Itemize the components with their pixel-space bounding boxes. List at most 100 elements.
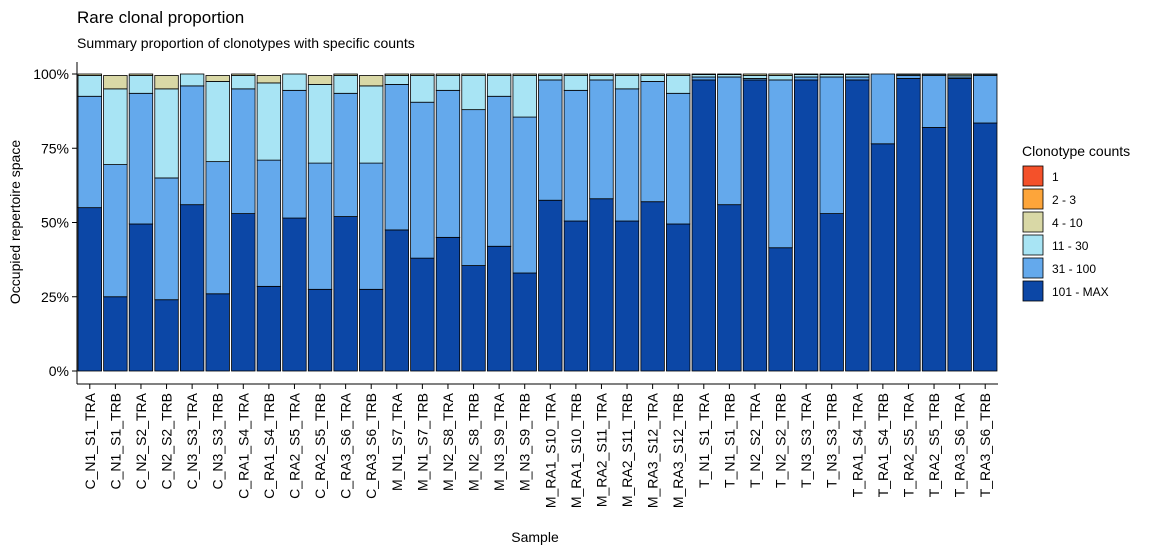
legend-swatch	[1023, 189, 1043, 209]
y-tick-label: 75%	[41, 140, 69, 156]
x-tick-label: M_N2_S8_TRA	[440, 392, 456, 491]
x-tick-label: C_N3_S3_TRA	[184, 392, 200, 489]
bar-segment	[129, 74, 153, 75]
bar-segment	[590, 74, 614, 75]
bar-segment	[104, 165, 128, 297]
bar-segment	[590, 80, 614, 199]
bar-segment	[794, 80, 818, 371]
bar-segment	[718, 205, 742, 371]
bar-segment	[641, 81, 665, 201]
chart-title: Rare clonal proportion	[77, 8, 244, 27]
bar-segment	[590, 75, 614, 79]
bar-segment	[436, 237, 460, 371]
bar-segment	[769, 248, 793, 371]
legend-entry: 101 - MAX	[1052, 285, 1109, 299]
bar-segment	[871, 144, 895, 371]
bar-segment	[385, 75, 409, 84]
bar-segment	[539, 74, 563, 75]
y-tick-label: 0%	[49, 363, 69, 379]
bar-segment	[948, 78, 972, 371]
bar-segment	[206, 162, 230, 294]
x-tick-label: M_N1_S7_TRA	[389, 392, 405, 491]
bar-segment	[206, 75, 230, 81]
bar-segment	[666, 74, 690, 75]
bar-segment	[539, 80, 563, 200]
x-tick-label: T_N2_S2_TRB	[773, 393, 789, 488]
x-tick-label: T_RA3_S6_TRA	[952, 392, 968, 497]
bar-segment	[564, 75, 588, 90]
x-tick-label: C_N1_S1_TRB	[107, 393, 123, 490]
bar-segment	[539, 200, 563, 371]
bar-segment	[794, 77, 818, 80]
bar-segment	[411, 75, 435, 102]
legend-entry: 31 - 100	[1052, 262, 1096, 276]
x-tick-label: M_RA3_S12_TRB	[670, 393, 686, 508]
legend-swatch	[1023, 281, 1043, 301]
bar-segment	[820, 214, 844, 371]
x-tick-label: C_N2_S2_TRA	[133, 392, 149, 489]
bar-segment	[78, 75, 102, 96]
bar-segment	[436, 75, 460, 90]
bar-segment	[359, 86, 383, 163]
bar-segment	[436, 74, 460, 75]
x-tick-label: T_RA1_S4_TRA	[849, 392, 865, 497]
bar-segment	[411, 102, 435, 258]
x-tick-label: T_RA2_S5_TRB	[926, 393, 942, 497]
bar-segment	[462, 110, 486, 266]
x-tick-label: C_RA2_S5_TRB	[312, 393, 328, 499]
x-tick-label: T_RA2_S5_TRA	[900, 392, 916, 497]
bar-segment	[666, 75, 690, 93]
bar-segment	[846, 80, 870, 371]
bar-segment	[180, 74, 204, 86]
bar-segment	[692, 80, 716, 371]
bar-segment	[641, 74, 665, 75]
bar-segment	[359, 289, 383, 371]
bar-segment	[232, 75, 256, 88]
bar-segment	[78, 208, 102, 371]
bar-segment	[513, 117, 537, 273]
x-tick-label: C_RA1_S4_TRB	[261, 393, 277, 499]
bar-segment	[206, 294, 230, 371]
bar-segment	[359, 75, 383, 85]
bar-segment	[948, 74, 972, 75]
bar-segment	[78, 74, 102, 75]
bar-segment	[206, 81, 230, 161]
bar-segment	[564, 74, 588, 75]
x-tick-label: M_N2_S8_TRB	[466, 393, 482, 491]
x-tick-label: C_N2_S2_TRB	[159, 393, 175, 490]
bar-segment	[743, 74, 767, 75]
x-tick-label: T_RA1_S4_TRB	[875, 393, 891, 497]
y-tick-label: 100%	[33, 66, 69, 82]
legend-swatch	[1023, 235, 1043, 255]
x-tick-label: C_RA2_S5_TRA	[286, 392, 302, 498]
bar-segment	[973, 75, 997, 123]
bar-segment	[641, 202, 665, 371]
bar-segment	[666, 93, 690, 224]
bar-segment	[794, 74, 818, 75]
bar-segment	[615, 221, 639, 371]
bar-segment	[973, 123, 997, 371]
bar-segment	[513, 74, 537, 75]
x-tick-label: T_N2_S2_TRA	[747, 392, 763, 488]
x-tick-label: M_RA2_S11_TRA	[593, 392, 609, 507]
y-tick-label: 25%	[41, 289, 69, 305]
bar-segment	[487, 96, 511, 246]
legend-entry: 4 - 10	[1052, 216, 1083, 230]
x-tick-label: T_N1_S1_TRB	[721, 393, 737, 488]
bar-segment	[308, 75, 332, 84]
bar-segment	[78, 96, 102, 207]
bar-segment	[436, 90, 460, 237]
bar-segment	[334, 74, 358, 75]
bar-segment	[129, 93, 153, 224]
x-tick-label: M_RA1_S10_TRB	[568, 393, 584, 508]
bar-segment	[487, 246, 511, 371]
bar-segment	[385, 74, 409, 75]
bar-segment	[513, 273, 537, 371]
bar-segment	[564, 90, 588, 221]
bar-segment	[385, 84, 409, 230]
bar-segment	[743, 80, 767, 371]
bar-segment	[666, 224, 690, 371]
bar-segment	[922, 127, 946, 371]
bar-segment	[257, 286, 281, 371]
